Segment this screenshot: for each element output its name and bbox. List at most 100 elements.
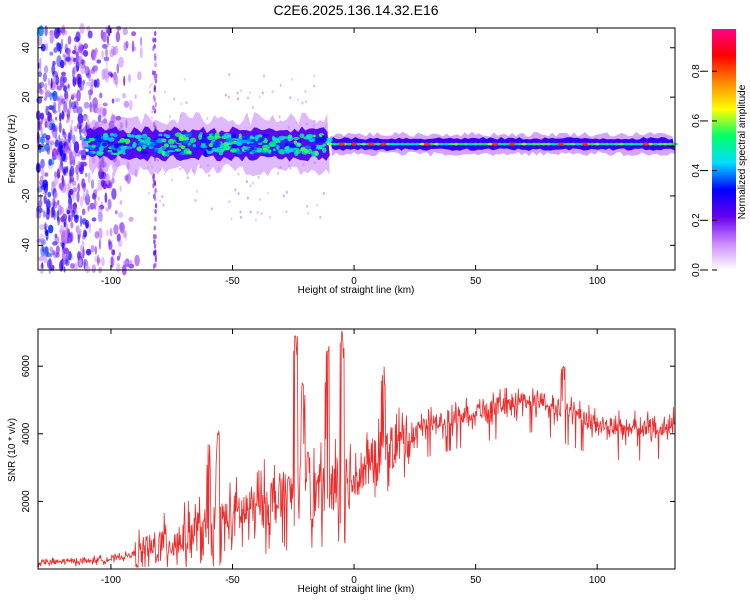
scatter-cell [140,36,143,47]
band-cell [165,151,170,156]
scatter-cell [72,187,78,193]
scatter-cell [183,77,186,81]
x-tick-label: -50 [225,276,240,287]
scatter-cell [42,239,47,246]
scatter-cell [43,252,48,264]
scatter-cell [55,245,60,255]
colorbar-tick-label: 0.8 [691,64,702,78]
band-cell [219,145,225,149]
scatter-cell [252,106,255,110]
scatter-cell [36,29,42,38]
scatter-cell [161,195,164,199]
scatter-cell [159,199,162,203]
scatter-cell [256,211,259,214]
scatter-cell [77,182,81,193]
band-cell [331,142,338,146]
scatter-cell [54,233,58,238]
scatter-cell [74,44,77,52]
scatter-cell [39,112,45,120]
scatter-cell [279,83,282,87]
scatter-cell [236,91,239,95]
scatter-cell [109,227,113,237]
scatter-cell [113,45,119,55]
snr-x-ticks: -100 -50 0 50 100 [101,329,606,586]
scatter-cell [67,84,70,89]
scatter-cell [186,176,189,180]
scatter-cell [77,74,80,85]
scatter-cell [225,93,227,97]
band-cell [647,142,654,146]
band-cell [540,142,547,146]
scatter-cell [38,208,44,213]
scatter-cell [47,77,51,86]
scatter-cell [98,238,101,250]
scatter-cell [282,194,285,198]
scatter-cell [80,196,83,208]
y-tick-label: -40 [21,238,32,253]
snr-x-axis-label: Height of straight line (km) [298,584,415,595]
band-cell [120,146,127,151]
scatter-cell [153,239,156,245]
scatter-cell [54,236,60,244]
band-cell [178,135,184,142]
scatter-cell [52,109,58,114]
scatter-cell [79,215,83,227]
band-cell [278,149,285,155]
scatter-cell [83,43,88,50]
band-cell [101,142,108,147]
scatter-cell [97,206,103,217]
scatter-cell [153,43,156,49]
band-cell [285,149,291,154]
scatter-cell [39,136,46,144]
colorbar-tick-label: 0.4 [691,163,702,177]
band-cell [276,144,280,151]
scatter-cell [95,107,101,114]
band-cell [599,142,606,146]
scatter-cell [278,115,281,119]
scatter-cell [67,132,71,143]
band-cell [433,142,440,146]
scatter-cell [153,85,157,90]
scatter-cell [119,199,123,206]
scatter-cell [76,172,79,182]
band-cell [662,142,669,146]
scatter-cell [149,85,151,89]
band-cell [312,134,316,138]
scatter-cell [63,247,70,255]
scatter-cell [46,122,49,128]
scatter-cell [77,77,82,88]
scatter-cell [88,92,91,101]
scatter-cell [76,229,82,234]
scatter-cell [84,193,91,206]
scatter-cell [123,100,130,108]
scatter-cell [61,240,65,250]
scatter-cell [153,196,157,201]
scatter-cell [110,181,113,188]
band-cell [448,142,455,146]
band-cell [482,142,489,146]
band-cell [153,148,159,153]
scatter-cell [73,36,80,43]
scatter-cell [96,103,102,112]
scatter-cell [40,43,46,52]
band-cell [613,142,620,146]
band-cell [95,134,102,140]
scatter-cell [45,200,52,209]
scatter-cell [80,59,85,65]
scatter-cell [77,160,82,168]
scatter-cell [254,218,257,222]
scatter-cell [44,172,49,177]
scatter-cell [43,65,49,74]
scatter-cell [153,75,156,81]
snr-plot-area [38,329,675,569]
scatter-cell [260,212,263,216]
scatter-cell [42,210,46,218]
scatter-cell [93,200,98,207]
scatter-cell [75,51,79,62]
x-tick-label: 0 [351,276,357,287]
scatter-cell [108,241,113,251]
scatter-cell [249,210,252,214]
band-cell [545,142,552,146]
band-cell [326,142,333,146]
band-cell [88,138,95,142]
